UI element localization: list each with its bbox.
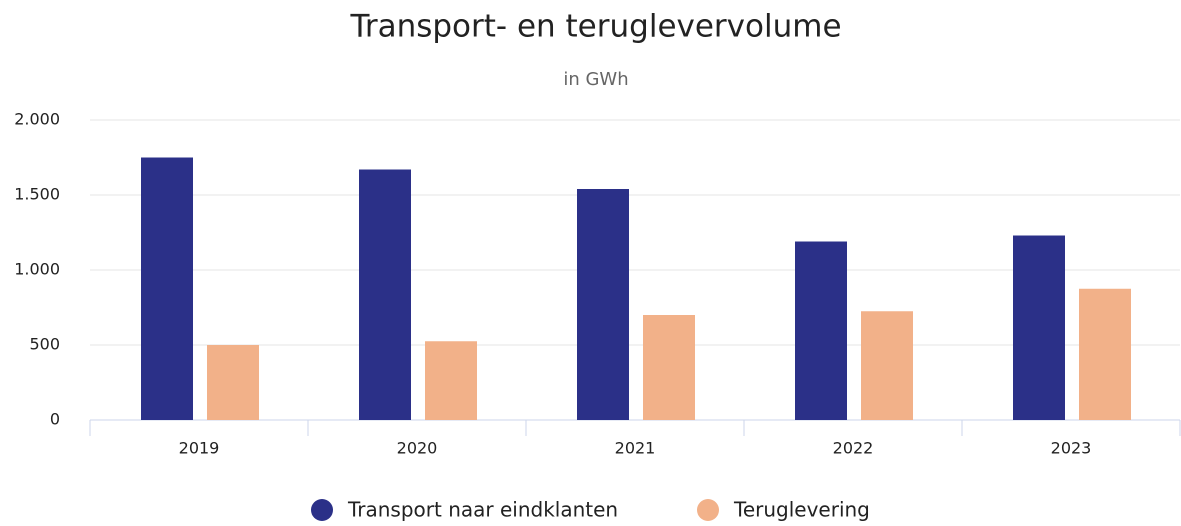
legend-label[interactable]: Transport naar eindklanten: [347, 498, 618, 522]
y-tick-label: 500: [29, 335, 60, 354]
x-tick-label: 2021: [615, 439, 656, 458]
bar: [141, 157, 193, 420]
bar: [425, 341, 477, 420]
y-tick-label: 2.000: [14, 110, 60, 129]
legend-label[interactable]: Teruglevering: [733, 498, 870, 522]
y-tick-label: 0: [50, 410, 60, 429]
bar: [1013, 235, 1065, 420]
x-tick-label: 2020: [397, 439, 438, 458]
y-tick-label: 1.500: [14, 185, 60, 204]
bar: [795, 241, 847, 420]
chart-title: Transport- en teruglevervolume: [349, 9, 841, 45]
legend-swatch[interactable]: [311, 499, 333, 521]
legend-swatch[interactable]: [697, 499, 719, 521]
bar: [359, 169, 411, 420]
bar: [643, 315, 695, 420]
bar: [1079, 288, 1131, 420]
y-tick-label: 1.000: [14, 260, 60, 279]
x-tick-label: 2023: [1051, 439, 1092, 458]
bar: [861, 311, 913, 420]
x-tick-label: 2019: [179, 439, 220, 458]
bar: [577, 189, 629, 420]
x-tick-label: 2022: [833, 439, 874, 458]
chart-subtitle: in GWh: [563, 69, 628, 90]
bar: [207, 345, 259, 420]
